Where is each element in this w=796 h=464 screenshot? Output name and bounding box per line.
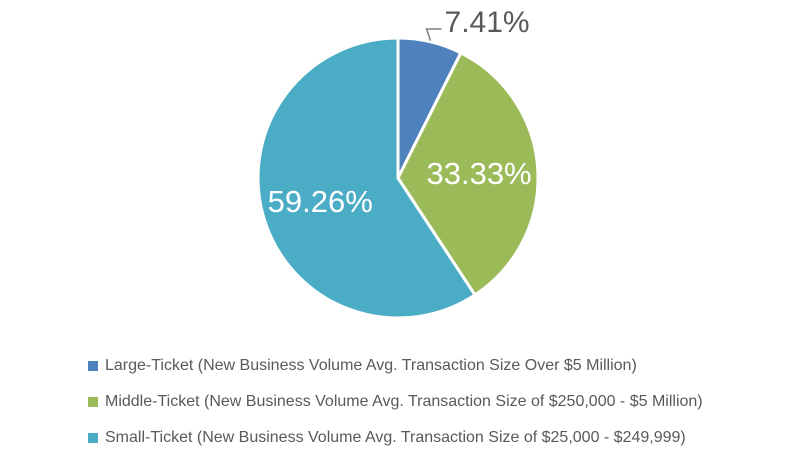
pie-label-middle-ticket: 33.33% (426, 156, 531, 191)
pie-chart: 7.41% 33.33% 59.26% (256, 6, 540, 320)
legend-marker-middle-ticket (88, 397, 98, 407)
pie-label-small-ticket: 59.26% (268, 184, 373, 219)
legend-item-small-ticket[interactable]: Small-Ticket (New Business Volume Avg. T… (88, 428, 703, 448)
pie-slice-small-ticket[interactable] (256, 36, 477, 320)
legend-label-small-ticket: Small-Ticket (New Business Volume Avg. T… (105, 429, 686, 446)
chart-legend: Large-Ticket (New Business Volume Avg. T… (88, 356, 703, 448)
legend-item-middle-ticket[interactable]: Middle-Ticket (New Business Volume Avg. … (88, 392, 703, 412)
legend-marker-small-ticket (88, 433, 98, 443)
legend-item-large-ticket[interactable]: Large-Ticket (New Business Volume Avg. T… (88, 356, 703, 376)
pie-label-leader-line-large-ticket (425, 28, 442, 42)
pie-label-large-ticket: 7.41% (445, 6, 530, 39)
pie-slice-middle-ticket[interactable] (396, 51, 540, 297)
legend-label-middle-ticket: Middle-Ticket (New Business Volume Avg. … (105, 393, 703, 410)
legend-label-large-ticket: Large-Ticket (New Business Volume Avg. T… (105, 357, 637, 374)
legend-marker-large-ticket (88, 361, 98, 371)
